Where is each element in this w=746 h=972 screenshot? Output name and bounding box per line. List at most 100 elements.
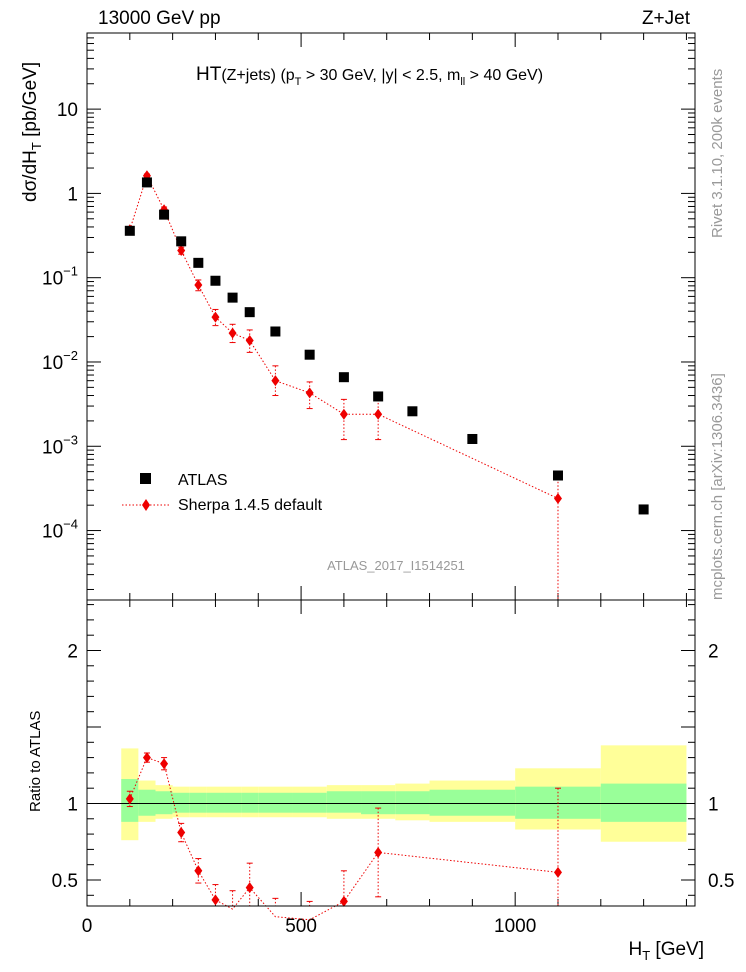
sherpa-line [129, 174, 559, 499]
xlabel: H [628, 939, 642, 960]
plot-title: HT(Z+jets) (pT > 30 GeV, |y| < 2.5, mll … [196, 64, 543, 88]
energy-label: 13000 GeV pp [98, 8, 221, 29]
ratio-y-axis-label: Ratio to ATLAS [27, 711, 44, 812]
sherpa-ratio-point [142, 752, 151, 764]
ratio-band-inner [224, 792, 242, 813]
y-tick-label: 10−4 [42, 517, 78, 543]
atlas-point [227, 292, 238, 303]
atlas-point [244, 307, 255, 318]
ratio-band-inner [326, 791, 362, 813]
atlas-point [373, 391, 384, 402]
sherpa-ratio-series [125, 752, 562, 921]
atlas-point [124, 225, 135, 236]
atlas-point [304, 349, 315, 360]
sherpa-point [374, 408, 383, 420]
sherpa-ratio-point [177, 827, 186, 839]
title-cut2: > 40 GeV) [465, 67, 543, 84]
sherpa-point [305, 387, 314, 399]
x-tick-label: 1000 [494, 916, 536, 937]
ratio-plot-frame [86, 599, 696, 907]
atlas-point [193, 257, 204, 268]
y-tick-label: 10−1 [42, 264, 78, 290]
ratio-band-inner [258, 792, 293, 813]
sherpa-point [194, 279, 203, 291]
xlabel-sub: T [642, 948, 650, 963]
mcplots-label: mcplots.cern.ch [arXiv:1306.3436] [709, 373, 726, 600]
y-tick-label: 1 [67, 184, 78, 205]
atlas-point [467, 433, 478, 444]
y-tick-label: 10−3 [42, 432, 78, 458]
ratio-tick-label-right: 1 [708, 794, 719, 815]
ratio-tick-label-left: 0.5 [52, 871, 78, 892]
title-main: HT [196, 64, 222, 85]
ratio-tick-label-right: 2 [708, 641, 719, 662]
ylabel-main-sub: T [29, 142, 44, 150]
ratio-band-inner [241, 792, 259, 813]
y-tick-label: 10−2 [42, 348, 78, 374]
sherpa-ratio-point [339, 895, 348, 907]
sherpa-ratio-point [211, 894, 220, 906]
y-tick-label: 10 [57, 100, 78, 121]
ratio-tick-label-left: 1 [67, 794, 78, 815]
ratio-band-inner [600, 783, 687, 822]
ratio-band-inner [292, 792, 327, 813]
main-plot-frame [86, 32, 696, 601]
main-ticks: 10−4 10−3 10−2 10−1 1 10 [42, 32, 695, 600]
ratio-band-inner [206, 792, 225, 813]
atlas-point [338, 372, 349, 383]
sherpa-point [228, 327, 237, 339]
ylabel-main: dσ/dH [20, 150, 41, 202]
ratio-band-inner [172, 792, 190, 813]
xlabel-unit: [GeV] [650, 939, 704, 960]
rivet-label: Rivet 3.1.10, 200k events [709, 69, 726, 238]
legend-sherpa-label: Sherpa 1.4.5 default [178, 497, 323, 514]
sherpa-ratio-point [160, 758, 169, 770]
x-tick-label: 500 [285, 916, 317, 937]
sherpa-ratio-point [374, 846, 383, 858]
ratio-band-inner [138, 789, 156, 816]
x-tick-label: 0 [82, 916, 93, 937]
ratio-tick-label-right: 0.5 [708, 871, 734, 892]
sherpa-point [553, 493, 562, 505]
title-ll: ll [460, 76, 465, 88]
sherpa-point [271, 375, 280, 387]
atlas-point [141, 177, 152, 188]
sherpa-ratio-point [245, 882, 254, 894]
atlas-point [159, 209, 170, 220]
sherpa-point [177, 245, 186, 257]
analysis-watermark: ATLAS_2017_I1514251 [327, 558, 465, 573]
ratio-bands [87, 745, 695, 842]
sherpa-point [211, 311, 220, 323]
atlas-point [638, 504, 649, 515]
atlas-point [176, 236, 187, 247]
atlas-point [552, 470, 563, 481]
ratio-band-inner [189, 792, 207, 813]
x-axis-label: HT [GeV] [628, 939, 704, 963]
ratio-band-inner [429, 789, 516, 816]
sherpa-ratio-point [553, 866, 562, 878]
ratio-band-inner [155, 791, 173, 815]
title-cut1: > 30 GeV, |y| < 2.5, m [301, 67, 460, 84]
sherpa-point [339, 408, 348, 420]
main-y-axis-label: dσ/dHT [pb/GeV] [20, 62, 44, 202]
sherpa-ratio-point [125, 793, 134, 805]
atlas-point [270, 326, 281, 337]
title-sub-t: T [295, 76, 302, 88]
sherpa-series [125, 170, 562, 600]
ratio-tick-label-left: 2 [67, 641, 78, 662]
legend: ATLAS Sherpa 1.4.5 default [122, 472, 323, 514]
legend-atlas-label: ATLAS [178, 472, 228, 489]
process-label: Z+Jet [642, 8, 691, 29]
legend-sherpa-marker [142, 499, 150, 511]
ratio-band-inner [361, 791, 396, 815]
ylabel-main-unit: [pb/GeV] [20, 62, 41, 142]
ratio-band-inner [395, 791, 430, 815]
atlas-series [124, 177, 649, 515]
sherpa-point [245, 334, 254, 346]
atlas-point [210, 275, 221, 286]
atlas-point [407, 406, 418, 417]
legend-atlas-marker [140, 473, 151, 484]
title-sub: (Z+jets) (p [221, 67, 294, 84]
sherpa-ratio-point [194, 865, 203, 877]
